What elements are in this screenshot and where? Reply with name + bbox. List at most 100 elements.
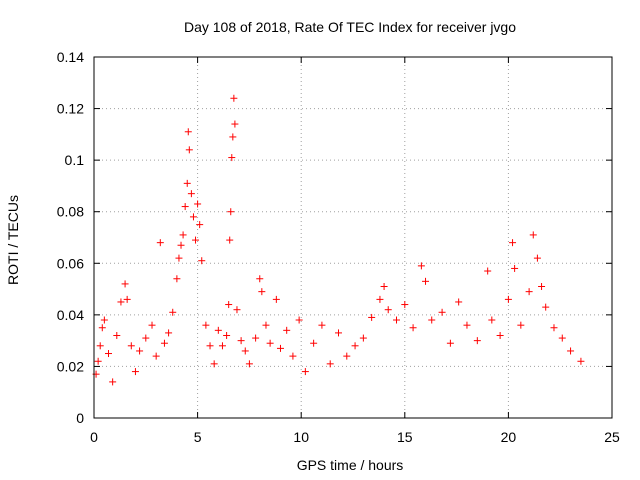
data-point (289, 352, 297, 360)
data-point (384, 306, 392, 314)
data-point (241, 347, 249, 355)
data-point (542, 303, 550, 311)
data-point (123, 295, 131, 303)
data-point (496, 331, 504, 339)
data-point (245, 360, 253, 368)
data-point (179, 231, 187, 239)
data-point (148, 321, 156, 329)
data-point (359, 334, 367, 342)
data-point (428, 316, 436, 324)
data-point (455, 298, 463, 306)
data-point (214, 326, 222, 334)
data-point (169, 308, 177, 316)
data-point (173, 275, 181, 283)
y-tick-label: 0.12 (57, 101, 84, 117)
x-tick-label: 20 (501, 429, 517, 445)
data-point (529, 231, 537, 239)
x-axis-label: GPS time / hours (297, 457, 404, 473)
y-tick-label: 0.04 (57, 307, 84, 323)
data-point (258, 288, 266, 296)
data-point (109, 378, 117, 386)
data-point (484, 267, 492, 275)
data-point (558, 334, 566, 342)
data-point (227, 208, 235, 216)
data-point (94, 357, 102, 365)
data-point (142, 334, 150, 342)
data-point (105, 350, 113, 358)
data-point (517, 321, 525, 329)
data-point (538, 282, 546, 290)
data-point (422, 277, 430, 285)
data-point (226, 236, 234, 244)
data-point (121, 280, 129, 288)
data-point (326, 360, 334, 368)
data-point (230, 94, 238, 102)
data-point (192, 236, 200, 244)
data-points (92, 94, 585, 386)
data-point (301, 368, 309, 376)
data-point (231, 120, 239, 128)
data-point (127, 342, 135, 350)
data-point (262, 321, 270, 329)
data-point (283, 326, 291, 334)
data-point (446, 339, 454, 347)
data-point (225, 301, 233, 309)
data-point (504, 295, 512, 303)
data-point (252, 334, 260, 342)
data-point (463, 321, 471, 329)
data-point (473, 337, 481, 345)
data-point (376, 295, 384, 303)
data-point (185, 146, 193, 154)
data-point (334, 329, 342, 337)
data-point (183, 179, 191, 187)
data-point (177, 241, 185, 249)
data-point (488, 316, 496, 324)
data-point (266, 339, 274, 347)
data-point (175, 254, 183, 262)
data-point (310, 339, 318, 347)
data-point (409, 324, 417, 332)
data-point (194, 200, 202, 208)
data-point (187, 190, 195, 198)
data-point (223, 331, 231, 339)
data-point (202, 321, 210, 329)
data-point (117, 298, 125, 306)
data-point (393, 316, 401, 324)
y-axis-ticks: 0 0.02 0.04 0.06 0.08 0.1 0.12 0.14 (57, 49, 612, 426)
data-point (136, 347, 144, 355)
y-axis-label: ROTI / TECUs (5, 195, 21, 285)
data-point (401, 301, 409, 309)
gridlines (94, 57, 612, 418)
y-tick-label: 0 (76, 410, 84, 426)
data-point (152, 352, 160, 360)
data-point (343, 352, 351, 360)
x-tick-label: 5 (194, 429, 202, 445)
x-tick-label: 10 (293, 429, 309, 445)
plot-frame (93, 56, 613, 419)
data-point (417, 262, 425, 270)
data-point (533, 254, 541, 262)
data-point (567, 347, 575, 355)
data-point (295, 316, 303, 324)
x-tick-label: 15 (397, 429, 413, 445)
x-tick-label: 0 (90, 429, 98, 445)
data-point (189, 213, 197, 221)
data-point (577, 357, 585, 365)
x-axis-ticks: 0 5 10 15 20 25 (90, 57, 620, 445)
data-point (318, 321, 326, 329)
data-point (351, 342, 359, 350)
y-tick-label: 0.08 (57, 204, 84, 220)
data-point (96, 342, 104, 350)
data-point (276, 344, 284, 352)
data-point (380, 282, 388, 290)
data-point (233, 306, 241, 314)
chart-title: Day 108 of 2018, Rate Of TEC Index for r… (184, 19, 516, 35)
x-tick-label: 25 (604, 429, 620, 445)
data-point (509, 239, 517, 247)
data-point (100, 316, 108, 324)
data-point (228, 154, 236, 162)
data-point (550, 324, 558, 332)
data-point (165, 329, 173, 337)
data-point (184, 128, 192, 136)
